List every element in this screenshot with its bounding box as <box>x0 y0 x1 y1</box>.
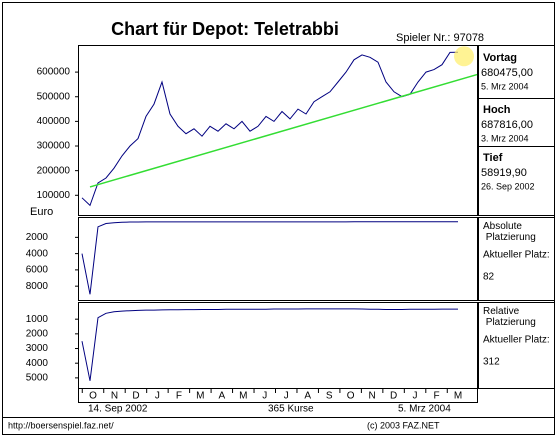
y-tick-label: 100000 <box>37 190 71 201</box>
info-label: Hoch <box>483 104 511 116</box>
relative-panel <box>78 302 478 389</box>
y-tick-label: 8000 <box>26 281 49 292</box>
y-tick-label: 3000 <box>26 343 49 354</box>
month-label: A <box>304 391 311 402</box>
series-line <box>81 51 459 207</box>
month-label: M <box>196 391 204 402</box>
y-tick-label: 5000 <box>26 373 49 384</box>
month-label: A <box>218 391 225 402</box>
y-tick-label: 500000 <box>37 91 71 102</box>
y-tick-label: 4000 <box>26 248 49 259</box>
info-value: 680475,00 <box>481 67 533 79</box>
y-tick-label: 200000 <box>37 165 71 176</box>
y-tick-label: 4000 <box>26 358 49 369</box>
player-number: Spieler Nr.: 97078 <box>396 32 484 44</box>
month-label: M <box>239 391 247 402</box>
y-tick-label: 2000 <box>26 232 49 243</box>
series-line <box>81 308 458 381</box>
info-date: 26. Sep 2002 <box>481 181 535 191</box>
y-tick-label: 1000 <box>26 314 49 325</box>
relative-label: Relative Platzierung <box>483 306 536 328</box>
series-line <box>81 221 458 295</box>
info-date: 3. Mrz 2004 <box>481 133 529 143</box>
month-label: J <box>284 391 289 402</box>
month-label: F <box>176 391 182 402</box>
trend-line <box>89 73 478 188</box>
rank-label: Absolute Platzierung <box>483 221 536 243</box>
month-label: N <box>111 391 118 402</box>
info-panel <box>478 45 555 216</box>
relative-info <box>478 302 555 389</box>
start-date: 14. Sep 2002 <box>88 404 148 415</box>
month-label: D <box>390 391 397 402</box>
main-panel <box>78 45 478 216</box>
info-date: 5. Mrz 2004 <box>481 81 529 91</box>
month-label: M <box>454 391 462 402</box>
rank-info <box>478 217 555 301</box>
footer-left: http://boersenspiel.faz.net/ <box>8 420 114 430</box>
month-label: J <box>155 391 160 402</box>
info-value: 58919,90 <box>481 167 527 179</box>
current-value: 82 <box>483 272 495 283</box>
month-label: N <box>369 391 376 402</box>
month-label: S <box>326 391 333 402</box>
info-label: Tief <box>483 152 503 164</box>
current-label: Aktueller Platz: <box>483 250 550 261</box>
count: 365 Kurse <box>268 404 314 415</box>
month-label: D <box>132 391 139 402</box>
y-tick-label: 400000 <box>37 116 71 127</box>
month-label: O <box>347 391 355 402</box>
y-unit: Euro <box>30 206 53 218</box>
month-label: F <box>433 391 439 402</box>
month-axis <box>78 388 478 403</box>
last-marker <box>454 46 474 67</box>
y-tick-label: 2000 <box>26 328 49 339</box>
month-label: O <box>89 391 97 402</box>
info-value: 687816,00 <box>481 119 533 131</box>
chart-title: Chart für Depot: Teletrabbi <box>111 19 339 39</box>
rank-panel <box>78 217 478 301</box>
month-label: J <box>262 391 267 402</box>
end-date: 5. Mrz 2004 <box>398 404 451 415</box>
info-label: Vortag <box>483 52 517 64</box>
footer-right: (c) 2003 FAZ.NET <box>367 420 440 430</box>
y-tick-label: 300000 <box>37 141 71 152</box>
y-tick-label: 6000 <box>26 265 49 276</box>
current-value: 312 <box>483 357 500 368</box>
current-label: Aktueller Platz: <box>483 335 550 346</box>
month-label: J <box>413 391 418 402</box>
y-tick-label: 600000 <box>37 67 71 78</box>
